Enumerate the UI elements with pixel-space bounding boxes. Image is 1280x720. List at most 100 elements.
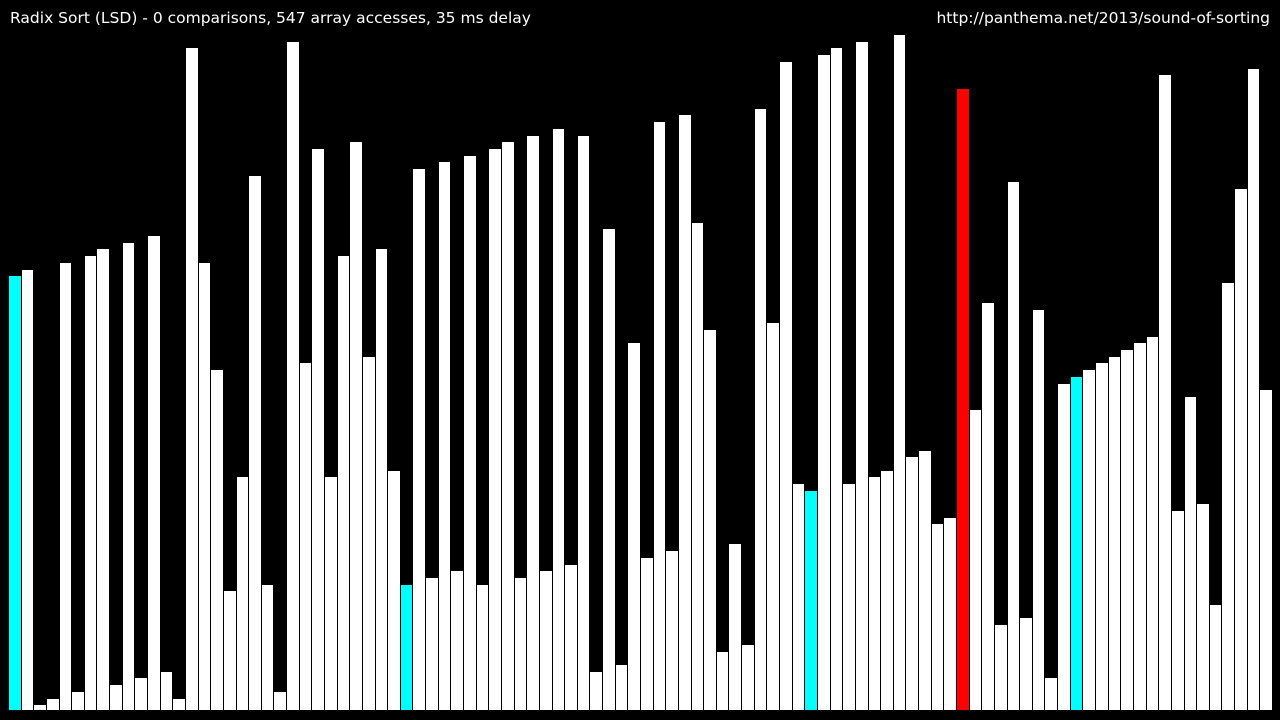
array-bar [361,355,376,711]
array-bar [58,261,73,711]
array-bar [677,114,692,711]
array-bar [640,556,654,711]
array-bar [273,690,288,711]
array-bar [1044,677,1059,711]
array-bar [488,147,502,711]
array-bar [703,328,717,711]
array-bar [943,516,957,711]
array-bar [45,697,60,711]
array-bar [349,141,363,711]
array-bar [538,570,553,711]
array-bar [589,670,604,711]
array-bar [147,235,161,711]
array-bar [1145,335,1160,711]
array-bar [918,449,932,711]
array-bar [1158,74,1172,711]
array-bar [905,456,920,711]
array-bar [475,583,490,711]
array-bar [766,322,781,711]
array-bar [184,47,199,711]
array-bar [602,228,616,711]
array-bar [109,684,123,711]
array-bar [197,261,212,711]
array-bar [500,141,515,711]
array-bar [1057,382,1071,711]
array-bar [880,469,894,711]
array-bar [298,362,313,711]
array-bar [1095,362,1109,711]
array-bar [791,483,806,711]
array-bar [1019,617,1033,711]
array-bar [1259,389,1273,711]
array-bar [463,154,477,711]
array-bar [1221,282,1236,711]
algorithm-status-text: Radix Sort (LSD) - 0 comparisons, 547 ar… [10,9,531,27]
array-bar [311,147,325,711]
array-bar [690,221,705,711]
array-bar [222,590,237,711]
array-bar [526,134,540,711]
array-bar [1132,342,1147,711]
array-bar [33,704,47,711]
array-bar [728,543,743,711]
array-bar [614,664,629,711]
array-bar [1246,67,1261,711]
array-bar [260,583,275,711]
array-bar [956,87,970,711]
array-bar [968,409,983,711]
array-bar [1107,355,1122,711]
array-bar [564,563,578,711]
array-bar [210,369,224,711]
array-bar [336,255,351,711]
array-bar [576,134,591,711]
array-bar [816,54,831,711]
array-bar [134,677,149,711]
array-bar [83,255,98,711]
array-bar [374,248,389,711]
array-bar [627,342,641,711]
array-bar [981,302,995,711]
array-bar [412,168,427,711]
array-bar [71,690,85,711]
array-bar [20,268,35,711]
array-bar [1196,503,1210,711]
array-bar [399,583,414,711]
array-bar [892,34,907,711]
array-bar [715,650,730,711]
array-bar [513,576,528,711]
array-bar [1183,395,1198,711]
array-bar [286,40,300,711]
array-bar [1120,349,1134,711]
array-bar [324,476,338,711]
array-bar [1082,369,1097,711]
source-url-text: http://panthema.net/2013/sound-of-sortin… [936,9,1270,27]
array-bar [172,697,186,711]
array-bar [1234,188,1248,711]
array-bar [993,623,1008,711]
array-bar [741,643,755,711]
array-bar [854,40,869,711]
array-bar [779,60,793,711]
array-bar [753,107,768,711]
array-bar [867,476,882,711]
array-bar [235,476,250,711]
array-bar [159,670,174,711]
array-bar [551,127,566,711]
array-bar [1208,603,1223,711]
array-bar [387,469,401,711]
array-bar [8,275,22,711]
array-bar [930,523,945,711]
array-bar [804,489,818,711]
array-bar [450,570,465,711]
array-bar [1031,308,1046,711]
array-bar [248,174,262,711]
array-bar [665,550,679,711]
array-bar [652,121,667,711]
array-bar [425,576,439,711]
array-bar [842,483,856,711]
array-bar [1069,375,1084,711]
array-bar [1170,509,1185,711]
array-bar [437,161,452,711]
array-bar [1006,181,1021,711]
